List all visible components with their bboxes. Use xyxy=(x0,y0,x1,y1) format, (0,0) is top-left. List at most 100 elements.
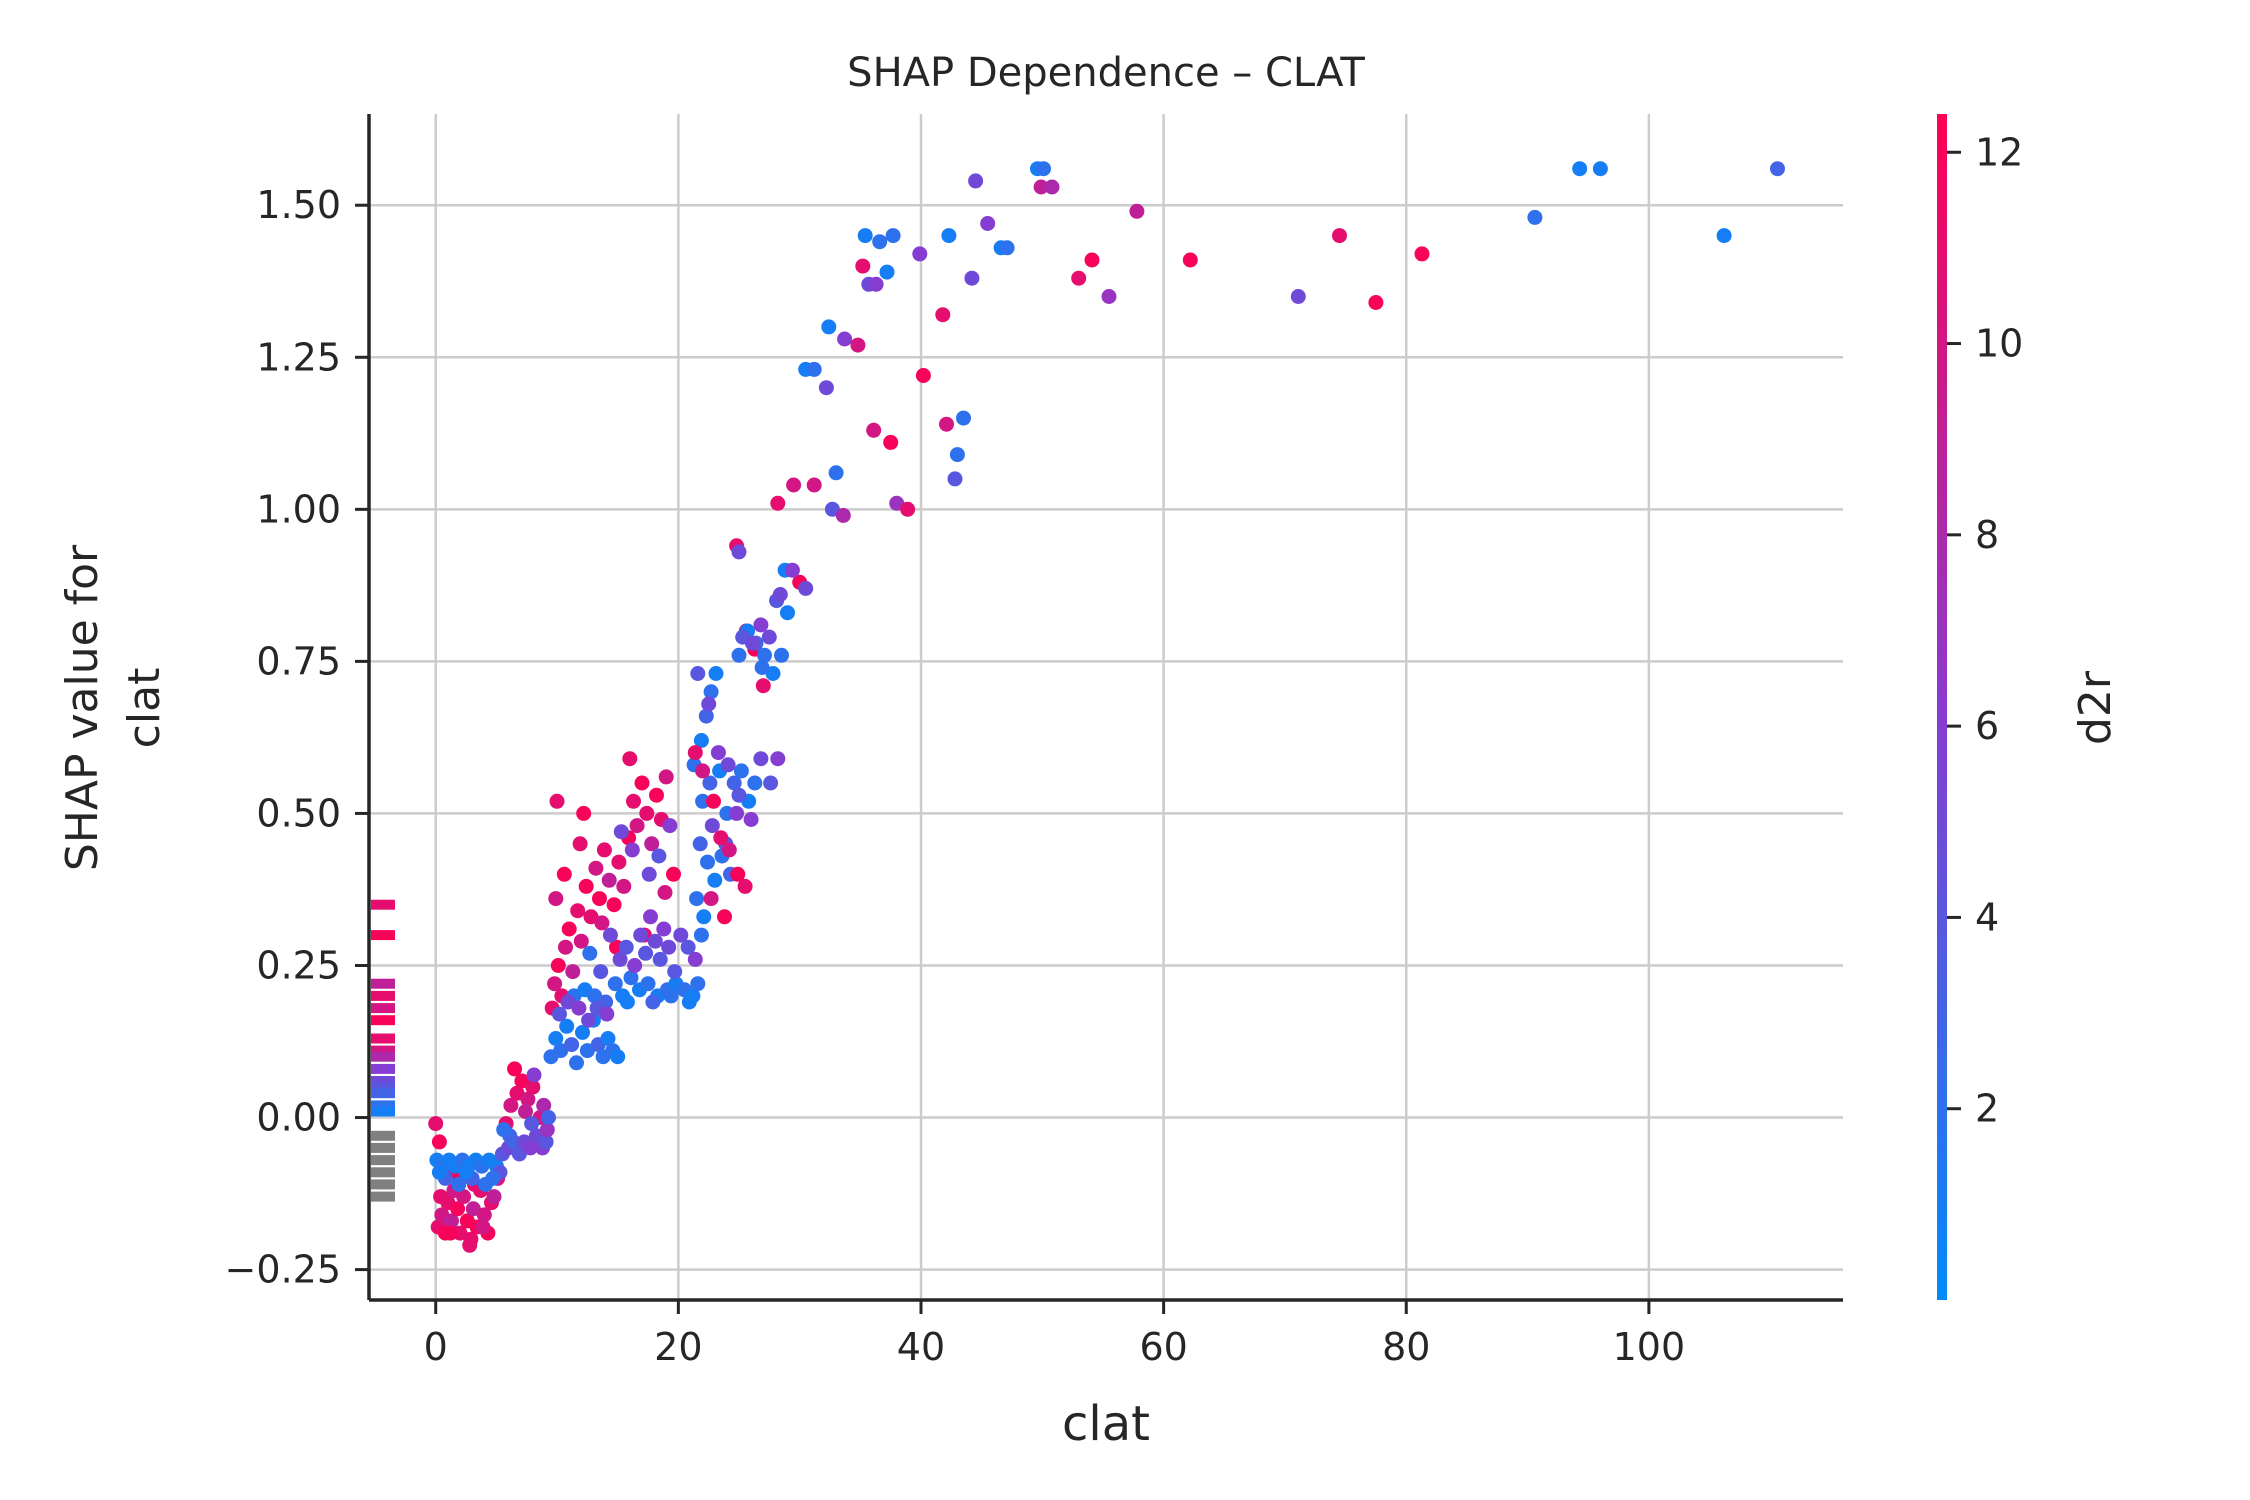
axes xyxy=(367,114,1843,1302)
data-point xyxy=(687,951,703,967)
data-point xyxy=(611,854,627,870)
data-point xyxy=(666,866,681,882)
colorbar-tick-label: 4 xyxy=(1975,895,1999,939)
data-point xyxy=(633,927,649,943)
y-tick-label: 1.50 xyxy=(256,183,341,227)
data-point xyxy=(548,891,564,907)
colorbar-tick-label: 10 xyxy=(1975,322,2023,366)
data-point xyxy=(700,854,715,870)
scatter-points xyxy=(371,161,1785,1253)
data-point xyxy=(442,1225,458,1241)
data-point xyxy=(729,805,745,821)
data-point xyxy=(619,994,635,1010)
data-point xyxy=(726,775,742,791)
data-point xyxy=(704,818,720,834)
data-point xyxy=(883,434,899,450)
data-point xyxy=(644,836,660,852)
data-point xyxy=(486,1189,502,1205)
missing-value-marker xyxy=(371,899,395,910)
missing-value-marker xyxy=(371,990,395,1001)
data-point xyxy=(658,769,674,785)
data-point xyxy=(536,1097,552,1113)
data-point xyxy=(560,994,576,1010)
data-point xyxy=(1084,252,1100,268)
data-point xyxy=(634,775,650,791)
y-tick-label: 0.50 xyxy=(256,791,341,835)
y-tick-label: 0.25 xyxy=(256,943,341,987)
y-tick-label: 1.25 xyxy=(256,335,341,379)
data-point xyxy=(1572,161,1588,177)
data-point xyxy=(602,927,618,943)
data-point xyxy=(731,787,747,803)
data-point xyxy=(569,1055,584,1071)
colorbar-label-group: d2r xyxy=(2070,670,2121,745)
data-point xyxy=(428,1116,444,1132)
data-point xyxy=(850,337,866,353)
missing-value-marker xyxy=(371,1063,395,1074)
data-point xyxy=(770,751,786,767)
data-point xyxy=(462,1237,478,1253)
data-point xyxy=(754,660,770,675)
data-point xyxy=(618,939,634,955)
data-point xyxy=(606,897,622,913)
data-point xyxy=(610,1049,626,1065)
data-point xyxy=(629,818,645,834)
data-point xyxy=(624,842,640,858)
colorbar xyxy=(1937,114,1947,1300)
x-tick-label: 0 xyxy=(424,1325,448,1369)
y-tick-label: 1.00 xyxy=(256,487,341,531)
data-point xyxy=(956,410,971,426)
data-point xyxy=(661,939,677,955)
data-point xyxy=(693,927,709,943)
data-point xyxy=(431,1164,447,1180)
data-point xyxy=(780,605,795,621)
data-point xyxy=(713,830,729,846)
data-point xyxy=(721,842,737,858)
data-point xyxy=(701,696,717,712)
grid-lines xyxy=(369,114,1843,1300)
data-point xyxy=(593,964,609,980)
colorbar-tick-label: 6 xyxy=(1975,704,1999,748)
data-point xyxy=(770,495,786,511)
x-tick-label: 20 xyxy=(654,1325,702,1369)
data-point xyxy=(503,1097,519,1113)
data-point xyxy=(949,447,965,463)
x-axis-label: clat xyxy=(1062,1396,1150,1452)
data-point xyxy=(639,805,655,821)
data-point xyxy=(1036,161,1051,177)
data-point xyxy=(456,1189,472,1205)
data-point xyxy=(947,471,963,487)
data-point xyxy=(444,1213,459,1229)
data-point xyxy=(547,976,563,992)
data-point xyxy=(744,635,760,651)
data-point xyxy=(964,270,980,286)
data-point xyxy=(599,1006,615,1022)
data-point xyxy=(476,1207,492,1223)
data-point xyxy=(708,666,724,681)
missing-value-marker xyxy=(371,1045,395,1056)
data-point xyxy=(552,1006,567,1022)
x-tick-label: 100 xyxy=(1613,1325,1686,1369)
missing-value-marker xyxy=(371,1033,395,1044)
missing-value-marker xyxy=(371,1100,395,1111)
data-point xyxy=(872,234,888,250)
data-point xyxy=(941,228,957,244)
y-axis-label-line2: clat xyxy=(119,668,170,749)
data-point xyxy=(915,368,931,383)
data-point xyxy=(1290,289,1306,304)
data-point xyxy=(774,647,789,663)
data-point xyxy=(912,246,928,262)
missing-value-marker xyxy=(371,1015,395,1026)
data-point xyxy=(690,666,706,681)
missing-value-marker xyxy=(371,1076,395,1086)
data-point xyxy=(730,866,746,882)
y-tick-label: −0.25 xyxy=(225,1248,341,1292)
data-point xyxy=(507,1061,523,1077)
data-point xyxy=(509,1085,525,1101)
data-point xyxy=(821,319,837,335)
data-point xyxy=(1071,270,1087,286)
data-point xyxy=(857,228,873,244)
data-point xyxy=(784,562,800,578)
x-tick-label: 40 xyxy=(897,1325,945,1369)
